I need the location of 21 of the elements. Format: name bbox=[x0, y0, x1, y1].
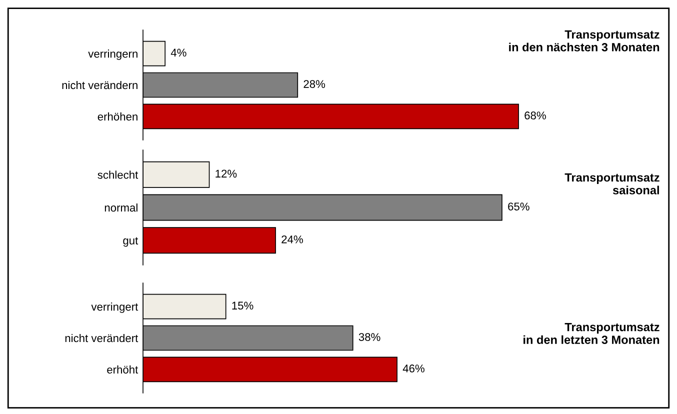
y-tick-label: erhöhen bbox=[98, 112, 138, 121]
annotation: Transportumsatz in den nächsten 3 Monaten bbox=[509, 30, 660, 52]
y-tick-label: gut bbox=[123, 237, 138, 247]
y-tick-label: erhöht bbox=[107, 365, 138, 374]
text: Transportumsatz in den letzten 3 Monaten bbox=[524, 323, 660, 344]
data-label: 4% bbox=[170, 48, 186, 57]
y-tick-label: nicht verändert bbox=[65, 334, 138, 342]
y-tick-label: nicht verändern bbox=[62, 80, 138, 90]
data-label: 38% bbox=[358, 333, 380, 341]
data-label: 28% bbox=[304, 80, 326, 88]
data-label: 68% bbox=[524, 112, 546, 120]
y-tick-label: normal bbox=[104, 203, 138, 212]
data-label: 12% bbox=[216, 170, 237, 178]
data-label: 65% bbox=[508, 202, 530, 210]
y-tick-label: schlecht bbox=[98, 170, 138, 179]
data-label: 46% bbox=[402, 364, 424, 372]
text: Transportumsatz saisonal bbox=[564, 173, 660, 194]
data-label: 15% bbox=[232, 302, 254, 310]
y-tick-label: verringert bbox=[91, 302, 138, 313]
data-label: 24% bbox=[282, 235, 303, 244]
y-tick-label: verringern bbox=[88, 50, 138, 60]
